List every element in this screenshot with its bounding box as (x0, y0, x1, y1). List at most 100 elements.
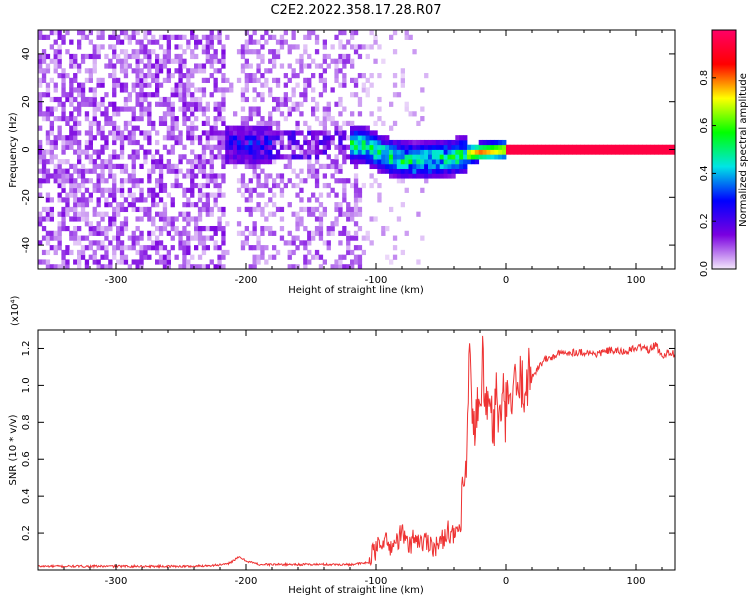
heatmap-cell-824 (155, 249, 160, 256)
heatmap-cell-1547 (264, 144, 269, 150)
heatmap-cell-2259 (408, 144, 413, 150)
heatmap-cell-1048 (186, 168, 191, 174)
heatmap-cell-2411 (490, 154, 495, 160)
heatmap-cell-1815 (314, 197, 320, 203)
heatmap-cell-144 (57, 159, 62, 165)
heatmap-cell-1849 (318, 92, 324, 98)
heatmap-cell-185 (61, 82, 66, 88)
heatmap-cell-555 (116, 245, 121, 251)
heatmap-cell-210 (65, 96, 70, 103)
heatmap-cell-1106 (194, 159, 199, 165)
heatmap-cell-1263 (217, 221, 222, 227)
heatmap-cell-1722 (295, 44, 300, 50)
heatmap-cell-256 (73, 178, 78, 184)
heatmap-cell-276 (77, 254, 82, 260)
heatmap-cell-1348 (233, 135, 238, 141)
heatmap-cell-131 (57, 240, 62, 246)
heatmap-cell-1207 (209, 211, 214, 217)
heatmap-cell-2248 (404, 139, 409, 146)
heatmap-cell-1781 (307, 125, 312, 131)
heatmap-cell-309 (80, 245, 86, 251)
heatmap-cell-341 (84, 187, 90, 193)
heatmap-cell-63 (45, 173, 51, 179)
heatmap-cell-1251 (213, 82, 218, 88)
heatmap-cell-66 (45, 149, 51, 155)
heatmap-cell-1487 (256, 178, 261, 184)
heatmap-cell-138 (57, 192, 62, 198)
heatmap-cell-1152 (201, 225, 207, 232)
heatmap-cell-2407 (486, 154, 491, 160)
heatmap-cell-849 (155, 39, 160, 45)
heatmap-cell-1100 (194, 221, 199, 227)
heatmap-cell-1066 (190, 235, 195, 241)
heatmap-cell-88 (49, 173, 54, 179)
heatmap-cell-740 (139, 73, 144, 79)
heatmap-cell-2002 (346, 58, 351, 64)
heatmap-cell-336 (84, 221, 90, 227)
heatmap-cell-218 (69, 216, 74, 222)
heatmap-cell-1892 (326, 106, 331, 112)
heatmap-cell-2212 (392, 30, 398, 36)
heatmap-cell-1412 (244, 87, 249, 93)
heatmap-cell-2153 (377, 144, 382, 150)
heatmap-cell-831 (155, 192, 160, 198)
heatmap-cell-1714 (295, 130, 300, 136)
heatmap-cell-591 (119, 168, 125, 174)
heatmap-cell-520 (112, 235, 117, 241)
heatmap-cell-2359 (451, 154, 456, 160)
heatmap-cell-2003 (346, 53, 351, 60)
heatmap-cell-1785 (307, 53, 312, 60)
heatmap-cell-130 (57, 245, 62, 251)
heatmap-cell-1616 (275, 106, 281, 112)
heatmap-cell-2058 (353, 44, 359, 50)
heatmap-cell-1349 (233, 130, 238, 136)
heatmap-cell-1605 (275, 249, 281, 256)
heatmap-cell-72 (45, 106, 51, 112)
heatmap-cell-1093 (190, 34, 195, 40)
heatmap-cell-2222 (396, 139, 402, 146)
heatmap-cell-1850 (318, 77, 324, 83)
heatmap-cell-1058 (186, 82, 191, 88)
heatmap-cell-764 (143, 63, 148, 69)
heatmap-cell-2307 (428, 173, 433, 179)
heatmap-cell-1291 (221, 230, 226, 236)
heatmap-cell-1455 (252, 221, 257, 227)
heatmap-cell-563 (116, 187, 121, 193)
heatmap-cell-445 (100, 240, 105, 246)
heatmap-cell-732 (139, 111, 144, 117)
heatmap-cell-606 (119, 39, 125, 45)
heatmap-cell-2117 (369, 173, 374, 179)
heatmap-cell-307 (80, 254, 86, 260)
heatmap-cell-1384 (240, 106, 246, 112)
heatmap-cell-2109 (365, 92, 370, 98)
heatmap-cell-174 (61, 159, 66, 165)
heatmap-cell-1886 (326, 144, 331, 150)
heatmap-cell-959 (174, 216, 179, 222)
heatmap-cell-1189 (205, 144, 210, 150)
heatmap-cell-1659 (287, 254, 292, 260)
heatmap-cell-1991 (346, 235, 351, 241)
heatmap-cell-1567 (268, 149, 273, 155)
heatmap-cell-1171 (201, 68, 207, 74)
heatmap-cell-2485 (619, 149, 624, 155)
heatmap-cell-597 (119, 135, 125, 141)
heatmap-cell-721 (139, 230, 144, 236)
heatmap-cell-1544 (264, 159, 269, 165)
heatmap-cell-1611 (275, 139, 281, 146)
heatmap-cell-1773 (307, 168, 312, 174)
heatmap-cell-525 (112, 197, 117, 203)
snr-ytick-label: 0.6 (21, 451, 32, 467)
heatmap-cell-1448 (248, 34, 253, 40)
heatmap-cell-1477 (252, 30, 257, 36)
heatmap-cell-465 (100, 82, 105, 88)
heatmap-cell-1533 (260, 53, 265, 60)
heatmap-cell-2159 (377, 73, 382, 79)
heatmap-cell-515 (108, 44, 113, 50)
heatmap-cell-897 (162, 77, 168, 83)
heatmap-cell-2410 (486, 139, 491, 146)
heatmap-cell-918 (166, 111, 171, 117)
heatmap-cell-792 (147, 82, 152, 88)
heatmap-cell-1426 (248, 206, 253, 213)
heatmap-cell-1431 (248, 163, 253, 170)
